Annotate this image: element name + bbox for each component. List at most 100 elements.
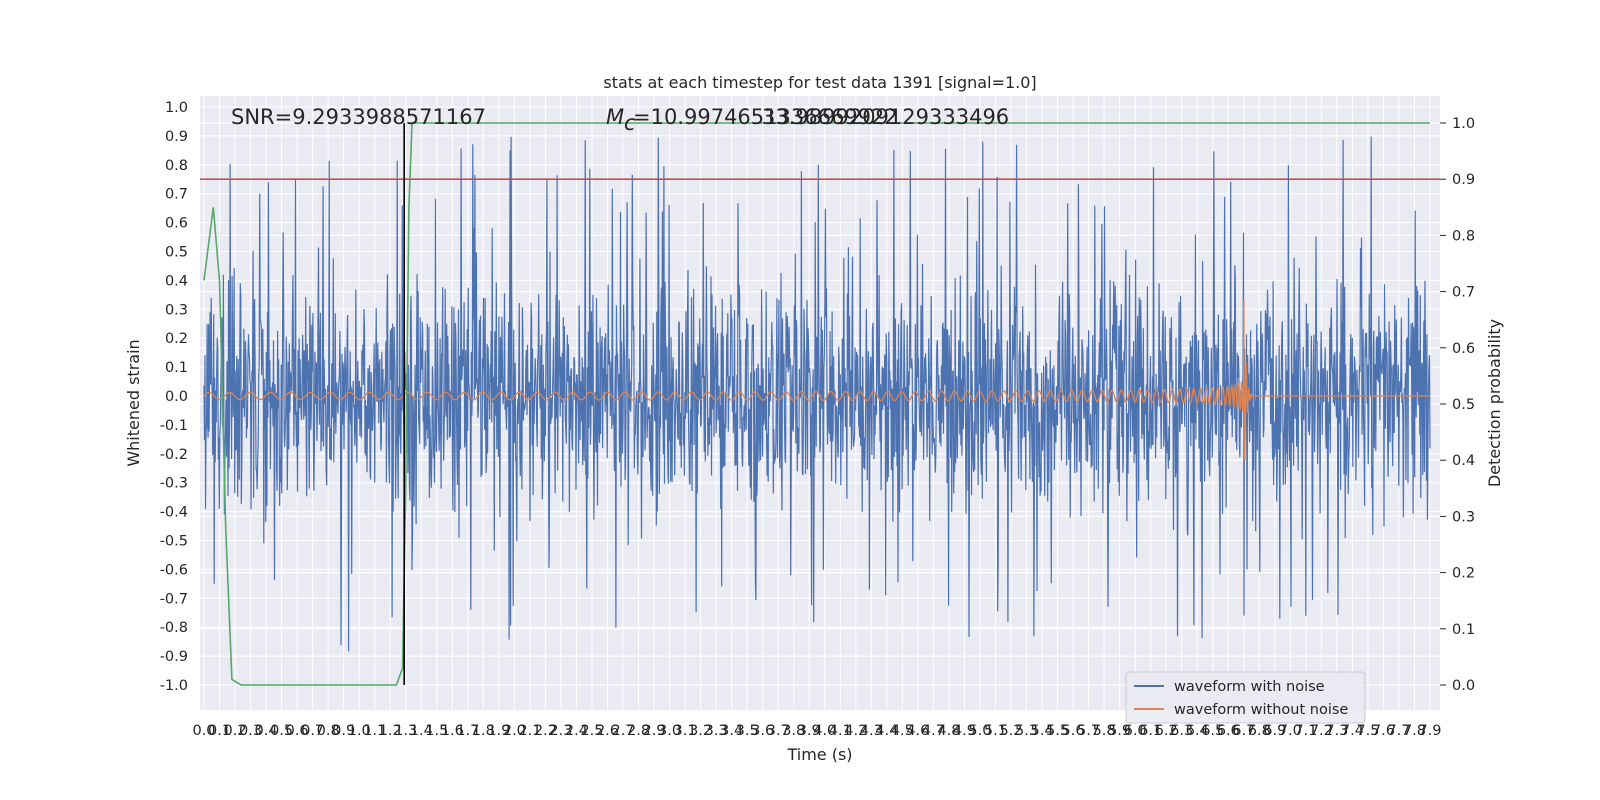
x-tick-label: 1.5 <box>425 723 448 739</box>
x-tick-label: 0.0 <box>192 723 215 739</box>
left-y-axis-label: Whitened strain <box>124 339 143 466</box>
x-tick-label: 4.4 <box>875 723 898 739</box>
x-tick-label: 4.0 <box>813 723 836 739</box>
left-y-tick-label: 0.4 <box>165 273 188 289</box>
left-y-tick-label: -0.2 <box>160 447 188 463</box>
x-axis-label: Time (s) <box>786 745 852 764</box>
snr-annotation: SNR=9.2933988571167 <box>231 105 486 129</box>
right-y-tick-label: 0.8 <box>1452 228 1475 244</box>
series-waveform-without-noise <box>203 300 1430 461</box>
x-tick-label: 0.9 <box>332 723 355 739</box>
x-tick-label: 5.4 <box>1030 723 1053 739</box>
right-y-tick-label: 0.5 <box>1452 397 1475 413</box>
x-tick-label: 3.6 <box>751 723 774 739</box>
x-tick-label: 7.6 <box>1372 723 1395 739</box>
left-y-tick-label: 0.6 <box>165 216 188 232</box>
right-y-tick-label: 1.0 <box>1452 116 1475 132</box>
x-tick-label: 3.4 <box>720 723 743 739</box>
right-y-tick-label: 0.0 <box>1452 678 1475 694</box>
x-tick-label: 5.9 <box>1108 723 1131 739</box>
x-tick-label: 3.2 <box>689 723 712 739</box>
x-tick-label: 6.8 <box>1248 723 1271 739</box>
right-y-tick-label: 0.6 <box>1452 341 1475 357</box>
x-tick-label: 5.7 <box>1077 723 1100 739</box>
x-tick-label: 2.2 <box>534 723 557 739</box>
x-tick-label: 5.1 <box>984 723 1007 739</box>
right-y-axis-label: Detection probability <box>1485 319 1504 487</box>
x-tick-label: 1.6 <box>441 723 464 739</box>
x-tick-label: 7.8 <box>1403 723 1426 739</box>
x-tick-label: 0.7 <box>301 723 324 739</box>
x-tick-label: 0.1 <box>208 723 231 739</box>
left-y-tick-label: -0.7 <box>160 591 188 607</box>
probability-line <box>203 122 1430 686</box>
left-y-tick-label: -0.1 <box>160 418 188 434</box>
x-tick-label: 7.5 <box>1356 723 1379 739</box>
x-tick-label: 7.1 <box>1294 723 1317 739</box>
x-tick-label: 3.8 <box>782 723 805 739</box>
right-y-tick-label: 0.3 <box>1452 509 1475 525</box>
x-tick-label: 2.6 <box>596 723 619 739</box>
left-y-tick-label: 0.1 <box>165 360 188 376</box>
x-tick-label: 2.9 <box>643 723 666 739</box>
x-tick-label: 6.3 <box>1170 723 1193 739</box>
x-tick-label: 6.0 <box>1124 723 1147 739</box>
x-tick-label: 0.2 <box>224 723 247 739</box>
x-tick-label: 6.5 <box>1201 723 1224 739</box>
x-tick-label: 0.4 <box>255 723 278 739</box>
x-tick-label: 1.2 <box>379 723 402 739</box>
x-tick-label: 3.1 <box>674 723 697 739</box>
x-tick-label: 5.5 <box>1046 723 1069 739</box>
clean-line <box>203 300 1430 461</box>
x-tick-label: 1.8 <box>472 723 495 739</box>
x-tick-label: 2.1 <box>518 723 541 739</box>
legend-box <box>1125 671 1366 724</box>
x-tick-label: 0.3 <box>239 723 262 739</box>
series-detection-probability <box>203 122 1430 686</box>
right-y-tick-label: 0.1 <box>1452 622 1475 638</box>
x-tick-label: 5.6 <box>1062 723 1085 739</box>
x-tick-label: 4.8 <box>937 723 960 739</box>
x-tick-label: 3.3 <box>705 723 728 739</box>
left-y-tick-label: 0.2 <box>165 331 188 347</box>
left-y-tick-label: -0.3 <box>160 476 188 492</box>
left-y-tick-label: -0.9 <box>160 649 188 665</box>
x-tick-label: 4.6 <box>906 723 929 739</box>
x-tick-label: 6.6 <box>1217 723 1240 739</box>
left-y-tick-label: -0.8 <box>160 620 188 636</box>
x-tick-label: 5.2 <box>999 723 1022 739</box>
x-tick-label: 7.4 <box>1341 723 1364 739</box>
right-y-tick-label: 0.7 <box>1452 285 1475 301</box>
mc-annotation: M c =10.9974651336669922 <box>606 105 898 135</box>
x-tick-label: 7.9 <box>1418 723 1441 739</box>
x-tick-label: 7.7 <box>1387 723 1410 739</box>
left-y-tick-label: -1.0 <box>160 678 188 694</box>
left-y-tick-label: 0.3 <box>165 302 188 318</box>
x-tick-label: 0.6 <box>286 723 309 739</box>
x-tick-label: 0.5 <box>270 723 293 739</box>
x-tick-label: 4.3 <box>860 723 883 739</box>
x-tick-label: 5.8 <box>1093 723 1116 739</box>
mc-value: =10.9974651336669922 <box>633 105 898 129</box>
x-tick-label: 3.5 <box>736 723 759 739</box>
legend-label-clean: waveform without noise <box>1174 702 1348 718</box>
mc-subscript: c <box>624 111 636 135</box>
left-y-tick-label: 0.8 <box>165 158 188 174</box>
mc-symbol: M <box>606 105 624 129</box>
left-y-tick-label: 0.9 <box>165 129 188 145</box>
left-y-tick-label: -0.5 <box>160 534 188 550</box>
x-tick-label: 6.1 <box>1139 723 1162 739</box>
x-tick-label: 4.5 <box>891 723 914 739</box>
x-tick-label: 2.0 <box>503 723 526 739</box>
reference-lines <box>200 123 1440 685</box>
right-y-tick-label: 0.4 <box>1452 453 1475 469</box>
left-y-tick-label: 0.0 <box>165 389 188 405</box>
right-y-tick-label: 0.2 <box>1452 566 1475 582</box>
x-tick-label: 4.9 <box>953 723 976 739</box>
left-y-tick-label: 0.5 <box>165 245 188 261</box>
right-y-tick-labels: 1.0 0.9 0.8 0.7 0.6 0.5 0.4 0.3 0.2 0.1 0.0 <box>1440 116 1475 694</box>
mc-overlap-annotation: 33.9899209129333496 <box>762 105 1009 129</box>
x-tick-label: 7.0 <box>1279 723 1302 739</box>
left-y-tick-label: -0.4 <box>160 505 188 521</box>
